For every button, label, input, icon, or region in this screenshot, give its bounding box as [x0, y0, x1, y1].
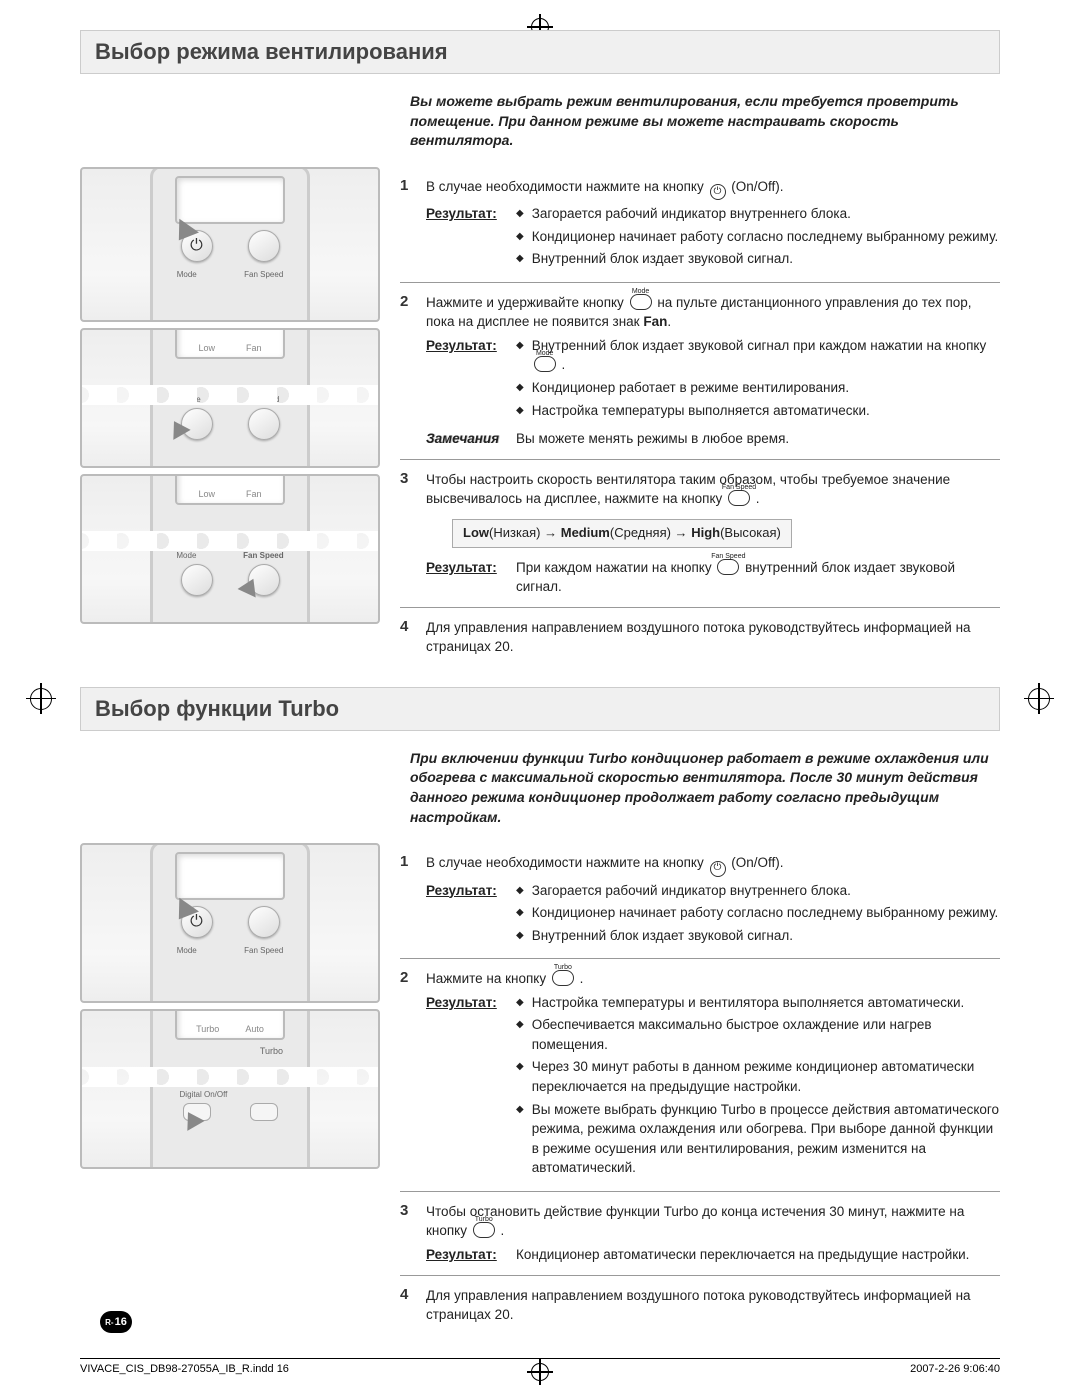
- note-label: Замечания: [426, 429, 516, 449]
- step-3: 3 Чтобы остановить действие функции Turb…: [400, 1191, 1000, 1275]
- remote-illustration-5: TurboAuto Turbo Digital On/Off: [80, 1009, 380, 1169]
- bullet: Внутренний блок издает звуковой сигнал.: [516, 926, 1000, 946]
- turbo-button-graphic: [183, 1103, 211, 1121]
- step-1: 1 В случае необходимости нажмите на кноп…: [400, 167, 1000, 282]
- section2-title: Выбор функции Turbo: [80, 687, 1000, 731]
- page-number-badge: R-16: [100, 1311, 132, 1333]
- bullet: Настройка температуры и вентилятора выпо…: [516, 993, 1000, 1013]
- print-footer: VIVACE_CIS_DB98-27055A_IB_R.indd 16 2007…: [80, 1358, 1000, 1375]
- bullet: Настройка температуры выполняется автома…: [516, 401, 1000, 421]
- registration-mark-left: [30, 688, 52, 710]
- power-button-graphic: ⏻: [181, 906, 213, 938]
- power-icon: ⏻: [710, 861, 726, 877]
- bullet: Внутренний блок издает звуковой сигнал п…: [516, 336, 1000, 375]
- power-button-graphic: ⏻: [181, 230, 213, 262]
- bullet: Через 30 минут работы в данном режиме ко…: [516, 1057, 1000, 1096]
- fanspeed-button-icon: Fan Speed: [717, 559, 739, 575]
- bullet: Кондиционер начинает работу согласно пос…: [516, 227, 1000, 247]
- bullet: Загорается рабочий индикатор внутреннего…: [516, 204, 1000, 224]
- footer-timestamp: 2007-2-26 9:06:40: [910, 1363, 1000, 1375]
- remote-illustration-3: LowFan ModeFan Speed: [80, 474, 380, 624]
- section1-title: Выбор режима вентилирования: [80, 30, 1000, 74]
- step-1: 1 В случае необходимости нажмите на кноп…: [400, 843, 1000, 958]
- section1-steps: 1 В случае необходимости нажмите на кноп…: [400, 167, 1000, 667]
- section2-illustrations: ⏻ ModeFan Speed TurboAuto Turbo Digi: [80, 843, 380, 1334]
- footer-filename: VIVACE_CIS_DB98-27055A_IB_R.indd 16: [80, 1363, 289, 1375]
- turbo-button-icon: Turbo: [473, 1222, 495, 1238]
- section2-steps: 1 В случае необходимости нажмите на кноп…: [400, 843, 1000, 1334]
- power-icon: ⏻: [710, 184, 726, 200]
- bullet: Кондиционер начинает работу согласно пос…: [516, 903, 1000, 923]
- remote-illustration-2: LowFan ModeSpeed: [80, 328, 380, 468]
- result-label: Результат:: [426, 204, 516, 272]
- mode-button-icon: Mode: [534, 356, 556, 372]
- step-2: 2 Нажмите и удерживайте кнопку Mode на п…: [400, 282, 1000, 459]
- step-3: 3 Чтобы настроить скорость вентилятора т…: [400, 459, 1000, 607]
- remote-illustration-4: ⏻ ModeFan Speed: [80, 843, 380, 1003]
- turbo-button-icon: Turbo: [552, 970, 574, 986]
- fan-speed-bar: Low(Низкая) → Medium(Средняя) → High(Выс…: [452, 519, 792, 548]
- fanspeed-button-graphic: [248, 564, 280, 596]
- fanspeed-button-icon: Fan Speed: [728, 490, 750, 506]
- mode-button-graphic: [181, 408, 213, 440]
- section1-intro: Вы можете выбрать режим вентилирования, …: [410, 92, 1000, 151]
- section2-intro: При включении функции Turbo кондиционер …: [410, 749, 1000, 827]
- section1-illustrations: ⏻ ModeFan Speed LowFan ModeSpeed: [80, 167, 380, 667]
- registration-mark-right: [1028, 688, 1050, 710]
- bullet: Кондиционер работает в режиме вентилиров…: [516, 378, 1000, 398]
- bullet: Внутренний блок издает звуковой сигнал.: [516, 249, 1000, 269]
- bullet: Загорается рабочий индикатор внутреннего…: [516, 881, 1000, 901]
- step-2: 2 Нажмите на кнопку Turbo . Результат: Н…: [400, 958, 1000, 1191]
- step-4: 4 Для управления направлением воздушного…: [400, 607, 1000, 667]
- bullet: Вы можете выбрать функцию Turbo в процес…: [516, 1100, 1000, 1178]
- remote-illustration-1: ⏻ ModeFan Speed: [80, 167, 380, 322]
- fanspeed-button-graphic: [248, 230, 280, 262]
- bullet: Обеспечивается максимально быстрое охлаж…: [516, 1015, 1000, 1054]
- step-4: 4 Для управления направлением воздушного…: [400, 1275, 1000, 1335]
- mode-button-icon: Mode: [630, 294, 652, 310]
